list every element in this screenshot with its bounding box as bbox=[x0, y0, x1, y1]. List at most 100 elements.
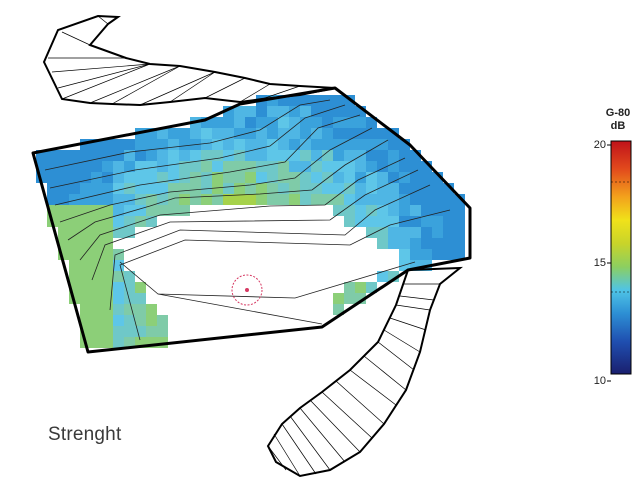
heatmap-cell bbox=[91, 150, 102, 161]
heatmap-cell bbox=[388, 271, 399, 282]
heatmap-cell bbox=[377, 227, 388, 238]
heatmap-cell bbox=[102, 260, 113, 271]
heatmap-cell bbox=[366, 183, 377, 194]
heatmap-cell bbox=[399, 194, 410, 205]
heatmap-cell bbox=[311, 183, 322, 194]
heatmap-cell bbox=[311, 194, 322, 205]
heatmap-cell bbox=[113, 282, 124, 293]
heatmap-cell bbox=[168, 150, 179, 161]
heatmap-cell bbox=[146, 304, 157, 315]
heatmap-cell bbox=[135, 172, 146, 183]
heatmap-cell bbox=[113, 172, 124, 183]
heatmap-cell bbox=[168, 128, 179, 139]
heatmap-cell bbox=[454, 238, 465, 249]
heatmap-cell bbox=[289, 128, 300, 139]
heatmap-cell bbox=[146, 337, 157, 348]
heatmap-cell bbox=[113, 150, 124, 161]
heatmap-cell bbox=[146, 139, 157, 150]
heatmap-cell bbox=[190, 183, 201, 194]
heatmap-cell bbox=[234, 139, 245, 150]
heatmap-cell bbox=[135, 315, 146, 326]
map-label: Strenght bbox=[48, 424, 122, 445]
heatmap-cell bbox=[124, 194, 135, 205]
scale-metric: G-80 bbox=[605, 107, 631, 119]
heatmap-cell bbox=[322, 139, 333, 150]
heatmap-cell bbox=[443, 216, 454, 227]
heatmap-cell bbox=[300, 106, 311, 117]
heatmap-cell bbox=[212, 172, 223, 183]
heatmap-cell bbox=[432, 238, 443, 249]
heatmap-cell bbox=[168, 172, 179, 183]
upper-balcony bbox=[42, 14, 336, 107]
heatmap-cell bbox=[113, 139, 124, 150]
color-scale-bar bbox=[610, 140, 632, 375]
heatmap-cell bbox=[289, 139, 300, 150]
heatmap-cell bbox=[399, 205, 410, 216]
heatmap-cell bbox=[201, 161, 212, 172]
heatmap-cell bbox=[421, 216, 432, 227]
heatmap-cell bbox=[69, 161, 80, 172]
heatmap-cell bbox=[146, 205, 157, 216]
heatmap-cell bbox=[300, 183, 311, 194]
heatmap-cell bbox=[223, 194, 234, 205]
heatmap-cell bbox=[80, 205, 91, 216]
heatmap-cell bbox=[355, 128, 366, 139]
heatmap-cell bbox=[212, 150, 223, 161]
heatmap-cell bbox=[91, 304, 102, 315]
heatmap-cell bbox=[91, 293, 102, 304]
heatmap-cell bbox=[212, 183, 223, 194]
heatmap-cell bbox=[399, 172, 410, 183]
heatmap-cell bbox=[201, 194, 212, 205]
heatmap-cell bbox=[454, 227, 465, 238]
heatmap-cell bbox=[124, 282, 135, 293]
heatmap-cell bbox=[377, 216, 388, 227]
heatmap-cell bbox=[267, 128, 278, 139]
heatmap-cell bbox=[333, 128, 344, 139]
heatmap-cell bbox=[135, 183, 146, 194]
heatmap-cell bbox=[300, 161, 311, 172]
heatmap-cell bbox=[432, 227, 443, 238]
scale-tick-label: 10 bbox=[593, 375, 606, 387]
heatmap-cell bbox=[256, 194, 267, 205]
heatmap-cell bbox=[157, 326, 168, 337]
heatmap-cell bbox=[311, 106, 322, 117]
heatmap-cell bbox=[388, 150, 399, 161]
heatmap-cell bbox=[355, 293, 366, 304]
heatmap-cell bbox=[366, 282, 377, 293]
heatmap-cell bbox=[102, 315, 113, 326]
heatmap-cell bbox=[311, 161, 322, 172]
heatmap-cell bbox=[333, 172, 344, 183]
heatmap-cell bbox=[333, 139, 344, 150]
heatmap-cell bbox=[256, 172, 267, 183]
heatmap-cell bbox=[223, 183, 234, 194]
heatmap-cell bbox=[179, 128, 190, 139]
heatmap-cell bbox=[399, 183, 410, 194]
heatmap-cell bbox=[91, 315, 102, 326]
heatmap-cell bbox=[69, 150, 80, 161]
heatmap-cell bbox=[91, 282, 102, 293]
heatmap-cell bbox=[322, 128, 333, 139]
heatmap-cell bbox=[311, 117, 322, 128]
heatmap-cell bbox=[355, 205, 366, 216]
heatmap-cell bbox=[146, 326, 157, 337]
heatmap-cell bbox=[366, 172, 377, 183]
heatmap-cell bbox=[80, 271, 91, 282]
heatmap-cell bbox=[388, 139, 399, 150]
heatmap-cell bbox=[124, 183, 135, 194]
heatmap-cell bbox=[234, 117, 245, 128]
heatmap-cell bbox=[212, 128, 223, 139]
heatmap-cell bbox=[344, 106, 355, 117]
heatmap-cell bbox=[234, 106, 245, 117]
heatmap-cell bbox=[113, 194, 124, 205]
heatmap-cell bbox=[157, 315, 168, 326]
heatmap-cell bbox=[223, 117, 234, 128]
heatmap-cell bbox=[344, 194, 355, 205]
heatmap-cell bbox=[245, 194, 256, 205]
heatmap-cell bbox=[58, 194, 69, 205]
heatmap-cell bbox=[69, 227, 80, 238]
heatmap-cell bbox=[80, 227, 91, 238]
heatmap-cell bbox=[311, 172, 322, 183]
heatmap-cell bbox=[58, 161, 69, 172]
heatmap-cell bbox=[443, 194, 454, 205]
